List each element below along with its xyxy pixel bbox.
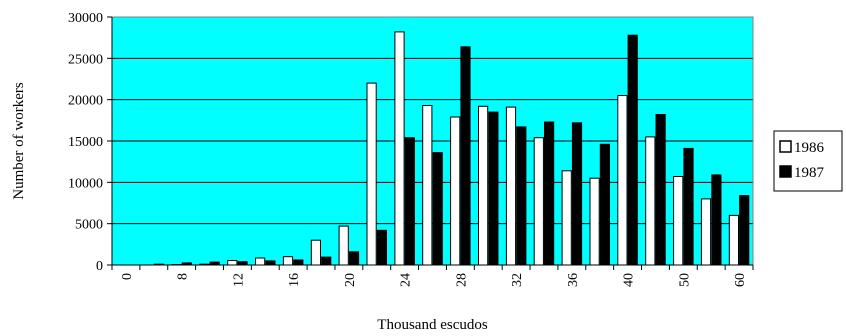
legend-label-1987: 1987 bbox=[794, 165, 825, 181]
y-tick-labels: 0 5000 10000 15000 20000 25000 30000 bbox=[68, 11, 103, 274]
bar-1986-32 bbox=[505, 106, 517, 266]
axes bbox=[107, 16, 754, 270]
bar-1986-26 bbox=[422, 105, 433, 266]
bar-1986-20 bbox=[338, 225, 349, 266]
bar-1987-50 bbox=[683, 147, 694, 266]
bar-1987-24 bbox=[404, 137, 415, 266]
bar-1987-36 bbox=[571, 122, 583, 266]
x-tick-label: 28 bbox=[454, 273, 469, 287]
bar-1986-40 bbox=[617, 95, 628, 266]
y-tick-label: 30000 bbox=[68, 11, 103, 26]
x-tick-label: 50 bbox=[677, 273, 692, 287]
x-tick-label: 60 bbox=[733, 273, 748, 287]
y-tick-label: 5000 bbox=[75, 218, 103, 233]
bar-1986-30 bbox=[478, 105, 489, 266]
bar-1986-38 bbox=[589, 177, 600, 266]
legend-swatch-1986 bbox=[779, 140, 792, 153]
bar-1987-55 bbox=[711, 174, 722, 266]
x-tick-label: 20 bbox=[343, 273, 358, 287]
bar-1986-60 bbox=[728, 214, 739, 266]
bar-1986-16 bbox=[282, 256, 294, 266]
legend-label-1986: 1986 bbox=[794, 140, 825, 156]
bar-1986-45 bbox=[645, 136, 656, 266]
y-tick-label: 10000 bbox=[68, 176, 103, 191]
bar-1987-30 bbox=[488, 111, 499, 266]
bar-1986-12 bbox=[227, 260, 238, 266]
y-tick-label: 25000 bbox=[68, 52, 103, 67]
legend-swatch-1987 bbox=[779, 165, 792, 178]
x-tick-label: 16 bbox=[287, 273, 302, 287]
x-tick-label: 36 bbox=[566, 273, 581, 287]
y-tick-label: 20000 bbox=[68, 94, 103, 109]
x-tick-label: 12 bbox=[231, 273, 246, 287]
x-tick-labels: 0 8 12 16 20 24 28 32 36 40 50 60 bbox=[120, 273, 748, 287]
bar-1986-22 bbox=[366, 82, 377, 266]
bar-1987-45 bbox=[655, 114, 666, 266]
y-tick-label: 0 bbox=[96, 259, 103, 274]
x-tick-label: 24 bbox=[399, 273, 414, 287]
x-tick-label: 40 bbox=[622, 273, 637, 287]
bar-1986-14 bbox=[255, 257, 266, 266]
bar-1987-38 bbox=[599, 143, 610, 266]
x-tick-label: 8 bbox=[176, 273, 191, 280]
bar-1986-34 bbox=[533, 137, 544, 266]
bar-1987-20 bbox=[348, 251, 360, 266]
bar-1987-26 bbox=[432, 152, 443, 266]
bar-1987-22 bbox=[376, 229, 387, 266]
x-tick-label: 0 bbox=[120, 273, 135, 280]
bar-1987-28 bbox=[460, 46, 471, 266]
bar-1986-24 bbox=[394, 31, 405, 266]
bar-1986-50 bbox=[673, 176, 684, 266]
legend: 1986 1987 bbox=[773, 130, 843, 192]
x-axis-title: Thousand escudos bbox=[377, 317, 488, 333]
bar-1987-40 bbox=[627, 34, 638, 266]
bar-1986-36 bbox=[561, 170, 572, 266]
bar-1987-32 bbox=[516, 126, 527, 266]
bar-1987-60 bbox=[739, 195, 750, 266]
bar-1986-55 bbox=[700, 198, 712, 266]
bar-1987-34 bbox=[544, 121, 555, 266]
bar-1987-14 bbox=[265, 260, 276, 266]
x-tick-label: 32 bbox=[510, 273, 525, 287]
bar-1986-28 bbox=[450, 116, 461, 266]
y-tick-label: 15000 bbox=[68, 135, 103, 150]
y-axis-title: Number of workers bbox=[11, 82, 27, 200]
bar-1987-16 bbox=[293, 259, 304, 266]
bar-1986-18 bbox=[310, 239, 321, 266]
bar-1987-18 bbox=[321, 256, 332, 266]
